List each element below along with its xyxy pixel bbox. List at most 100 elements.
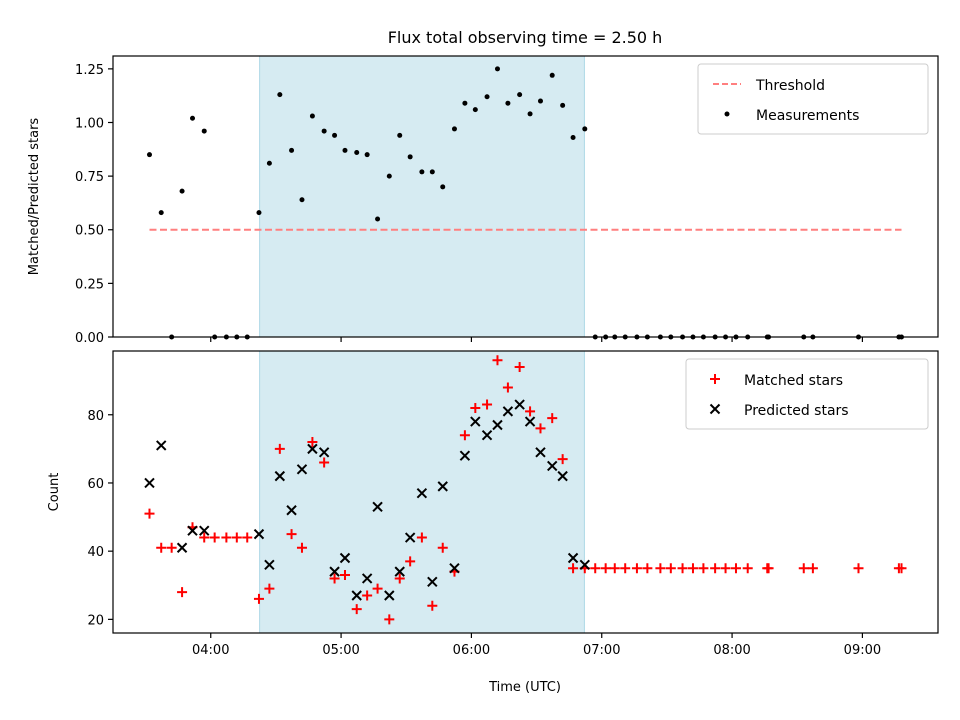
data-point: [568, 563, 579, 574]
legend-marker: [710, 374, 720, 384]
data-point: [158, 210, 164, 216]
data-point: [286, 505, 297, 516]
data-point: [535, 447, 546, 458]
data-point: [296, 542, 307, 553]
data-point: [642, 563, 653, 574]
data-point: [470, 402, 481, 413]
data-point: [896, 563, 907, 574]
data-point: [730, 563, 741, 574]
data-point: [156, 440, 167, 451]
data-point: [339, 570, 350, 581]
data-point: [590, 563, 601, 574]
data-point: [620, 563, 631, 574]
y-tick-label: 1.00: [75, 116, 104, 131]
data-point: [274, 470, 286, 482]
data-point: [404, 532, 416, 543]
data-point: [361, 573, 373, 584]
data-point: [631, 563, 642, 574]
data-point: [482, 399, 493, 410]
data-point: [319, 457, 330, 468]
chart-title: Flux total observing time = 2.50 h: [388, 28, 663, 47]
data-point: [429, 169, 435, 175]
data-point: [190, 115, 196, 121]
data-point: [600, 563, 611, 574]
data-point: [201, 128, 207, 134]
data-point: [665, 563, 676, 574]
legend: Matched stars Predicted stars: [685, 358, 929, 430]
data-point: [742, 563, 753, 574]
y-tick-label: 1.25: [75, 63, 104, 78]
data-point: [451, 126, 457, 132]
y-tick-label: 60: [87, 477, 104, 492]
data-point: [710, 563, 721, 574]
data-point: [242, 532, 253, 543]
data-point: [307, 437, 318, 448]
data-point: [289, 147, 295, 153]
y-axis-label: Count: [47, 473, 62, 512]
x-axis-label: Time (UTC): [488, 680, 561, 695]
data-point: [351, 604, 362, 615]
data-point: [437, 481, 448, 492]
data-point: [187, 525, 198, 536]
data-point: [176, 542, 188, 553]
data-point: [144, 508, 155, 519]
data-point: [309, 113, 315, 119]
data-point: [264, 559, 275, 571]
data-point: [514, 362, 525, 373]
data-point: [329, 566, 340, 577]
data-point: [321, 128, 327, 134]
data-point: [221, 532, 232, 543]
data-point: [470, 416, 481, 427]
legend: Threshold Measurements: [697, 63, 929, 135]
data-point: [459, 430, 470, 441]
legend-label: Measurements: [756, 108, 859, 124]
data-point: [492, 419, 503, 431]
data-point: [492, 355, 503, 366]
data-point: [517, 92, 523, 98]
data-point: [179, 188, 185, 194]
data-point: [853, 563, 864, 574]
data-point: [296, 464, 308, 475]
data-point: [253, 528, 265, 540]
y-tick-label: 0.25: [75, 277, 104, 292]
data-point: [386, 173, 392, 179]
data-point: [505, 100, 511, 106]
data-point: [798, 563, 809, 574]
data-point: [462, 100, 468, 106]
data-point: [524, 416, 536, 427]
data-point: [687, 563, 698, 574]
data-point: [146, 152, 152, 158]
data-point: [427, 576, 438, 588]
data-point: [557, 470, 568, 482]
data-point: [427, 600, 438, 611]
data-point: [405, 556, 416, 567]
data-point: [609, 563, 620, 574]
data-point: [416, 487, 428, 499]
data-point: [720, 563, 731, 574]
data-point: [547, 460, 558, 472]
data-point: [525, 406, 536, 417]
data-point: [481, 430, 493, 441]
data-point: [354, 150, 360, 156]
data-point: [547, 413, 558, 424]
data-point: [567, 552, 579, 564]
data-point: [299, 197, 305, 203]
data-point: [274, 443, 285, 454]
data-point: [209, 532, 220, 543]
y-axis-label: Matched/Predicted stars: [27, 118, 42, 276]
data-point: [253, 593, 264, 604]
data-point: [437, 542, 448, 553]
data-point: [339, 552, 351, 564]
data-point: [677, 563, 688, 574]
axes-frame: [112, 55, 939, 338]
observing-window-band: [259, 56, 585, 337]
data-point: [419, 169, 425, 175]
data-point: [256, 210, 262, 216]
legend-box: [685, 358, 929, 430]
series-1: [144, 399, 591, 601]
data-point: [549, 72, 555, 78]
y-tick-label: 0.50: [75, 224, 104, 239]
data-point: [472, 107, 478, 113]
data-point: [199, 532, 210, 543]
